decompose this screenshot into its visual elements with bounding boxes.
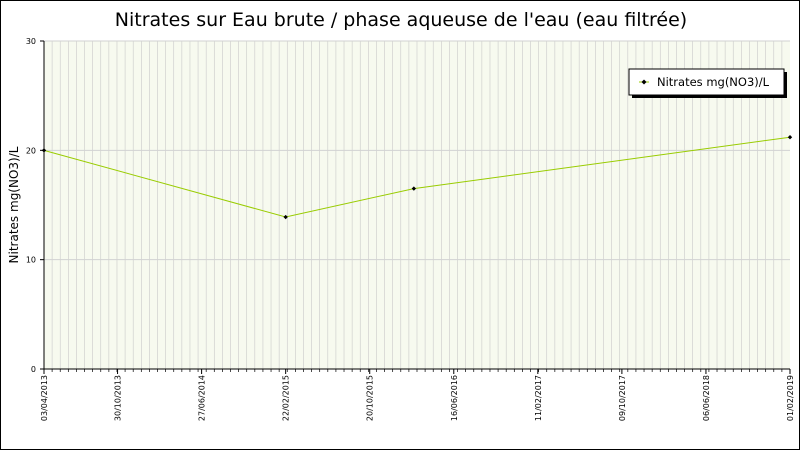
legend-box <box>628 68 785 96</box>
y-tick-label: 20 <box>26 146 36 155</box>
horizontal-gridlines <box>44 40 790 261</box>
y-tick-label: 30 <box>26 37 36 46</box>
y-axis-title: Nitrates mg(NO3)/L <box>7 146 21 263</box>
x-tick-label: 09/10/2017 <box>618 375 627 421</box>
chart-title: Nitrates sur Eau brute / phase aqueuse d… <box>115 9 687 31</box>
data-point <box>283 214 288 220</box>
legend: Nitrates mg(NO3)/L <box>628 68 787 98</box>
data-point <box>787 135 793 140</box>
x-tick-label: 20/10/2015 <box>366 375 375 421</box>
series-layer <box>41 135 793 220</box>
x-tick-label: 11/02/2017 <box>534 375 543 421</box>
x-tick-label: 30/10/2013 <box>114 375 123 421</box>
data-point <box>41 148 47 153</box>
data-point <box>411 186 417 191</box>
x-axis-ticks: 03/04/2013 30/10/2013 27/06/2014 22/02/2015… <box>40 369 795 421</box>
series-line <box>43 136 791 218</box>
x-tick-label: 16/06/2016 <box>450 375 459 421</box>
y-tick-label: 10 <box>26 256 36 265</box>
legend-marker <box>641 79 647 85</box>
x-tick-label: 27/06/2014 <box>198 375 207 421</box>
y-tick-label: 0 <box>31 365 36 374</box>
x-tick-label: 06/06/2018 <box>702 375 711 421</box>
x-tick-label: 03/04/2013 <box>40 375 49 421</box>
x-tick-label: 01/02/2019 <box>786 375 795 421</box>
x-tick-label: 22/02/2015 <box>282 375 291 421</box>
legend-label: Nitrates mg(NO3)/L <box>657 75 770 89</box>
